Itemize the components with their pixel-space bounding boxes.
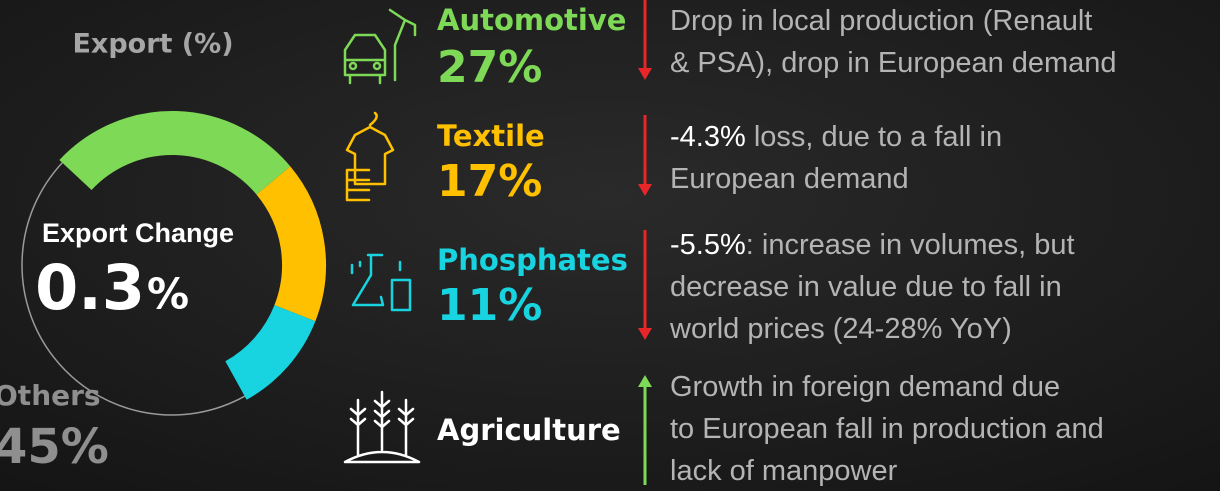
automotive-icon [343,8,417,85]
sector-description: -5.5%: increase in volumes, but [670,229,1075,261]
donut-remainder [21,162,246,416]
trend-arrowhead [638,68,652,80]
chart-title: Export (%) [72,29,233,60]
description-text: loss, due to a fall in [746,121,1002,153]
sector-description: decrease in value due to fall in [670,271,1062,303]
description-text: & PSA), drop in European demand [670,47,1117,79]
description-text: Drop in local production (Renault [670,5,1092,37]
sector-description: & PSA), drop in European demand [670,47,1117,79]
trend-arrowhead [638,184,652,196]
description-text: : increase in volumes, but [746,229,1075,261]
center-unit: % [147,270,189,319]
others-value: 45% [0,419,109,475]
description-text: Growth in foreign demand due [670,371,1060,403]
donut-segment [59,111,291,196]
donut-segment [224,304,316,400]
sector-name: Automotive [437,3,626,37]
donut-segment [256,166,326,322]
agriculture-icon [343,390,421,464]
description-text: European demand [670,163,909,195]
sector-description: Drop in local production (Renault [670,5,1092,37]
description-text: world prices (24-28% YoY) [669,313,1012,345]
sector-name: Textile [437,119,545,153]
sector-description: European demand [670,163,909,195]
others-name: Others [0,379,101,412]
sector-value: 17% [437,156,542,207]
sector-name: Agriculture [437,413,621,447]
sector-description: lack of manpower [670,455,898,487]
sector-description: -4.3% loss, due to a fall in [670,121,1002,153]
trend-arrowhead [638,328,652,340]
center-value: 0.3 [35,251,145,324]
phosphates-icon [350,253,412,312]
textile-icon [345,111,395,202]
sector-description: to European fall in production and [670,413,1104,445]
description-lead: -5.5% [670,229,746,261]
sector-name: Phosphates [437,243,628,277]
description-text: to European fall in production and [670,413,1104,445]
sector-description: world prices (24-28% YoY) [669,313,1012,345]
description-text: decrease in value due to fall in [670,271,1062,303]
description-text: lack of manpower [670,455,898,487]
sector-value: 11% [437,280,542,331]
sector-description: Growth in foreign demand due [670,371,1060,403]
sector-value: 27% [437,42,542,93]
center-label: Export Change [42,218,234,248]
trend-arrowhead [638,375,652,387]
description-lead: -4.3% [670,121,746,153]
